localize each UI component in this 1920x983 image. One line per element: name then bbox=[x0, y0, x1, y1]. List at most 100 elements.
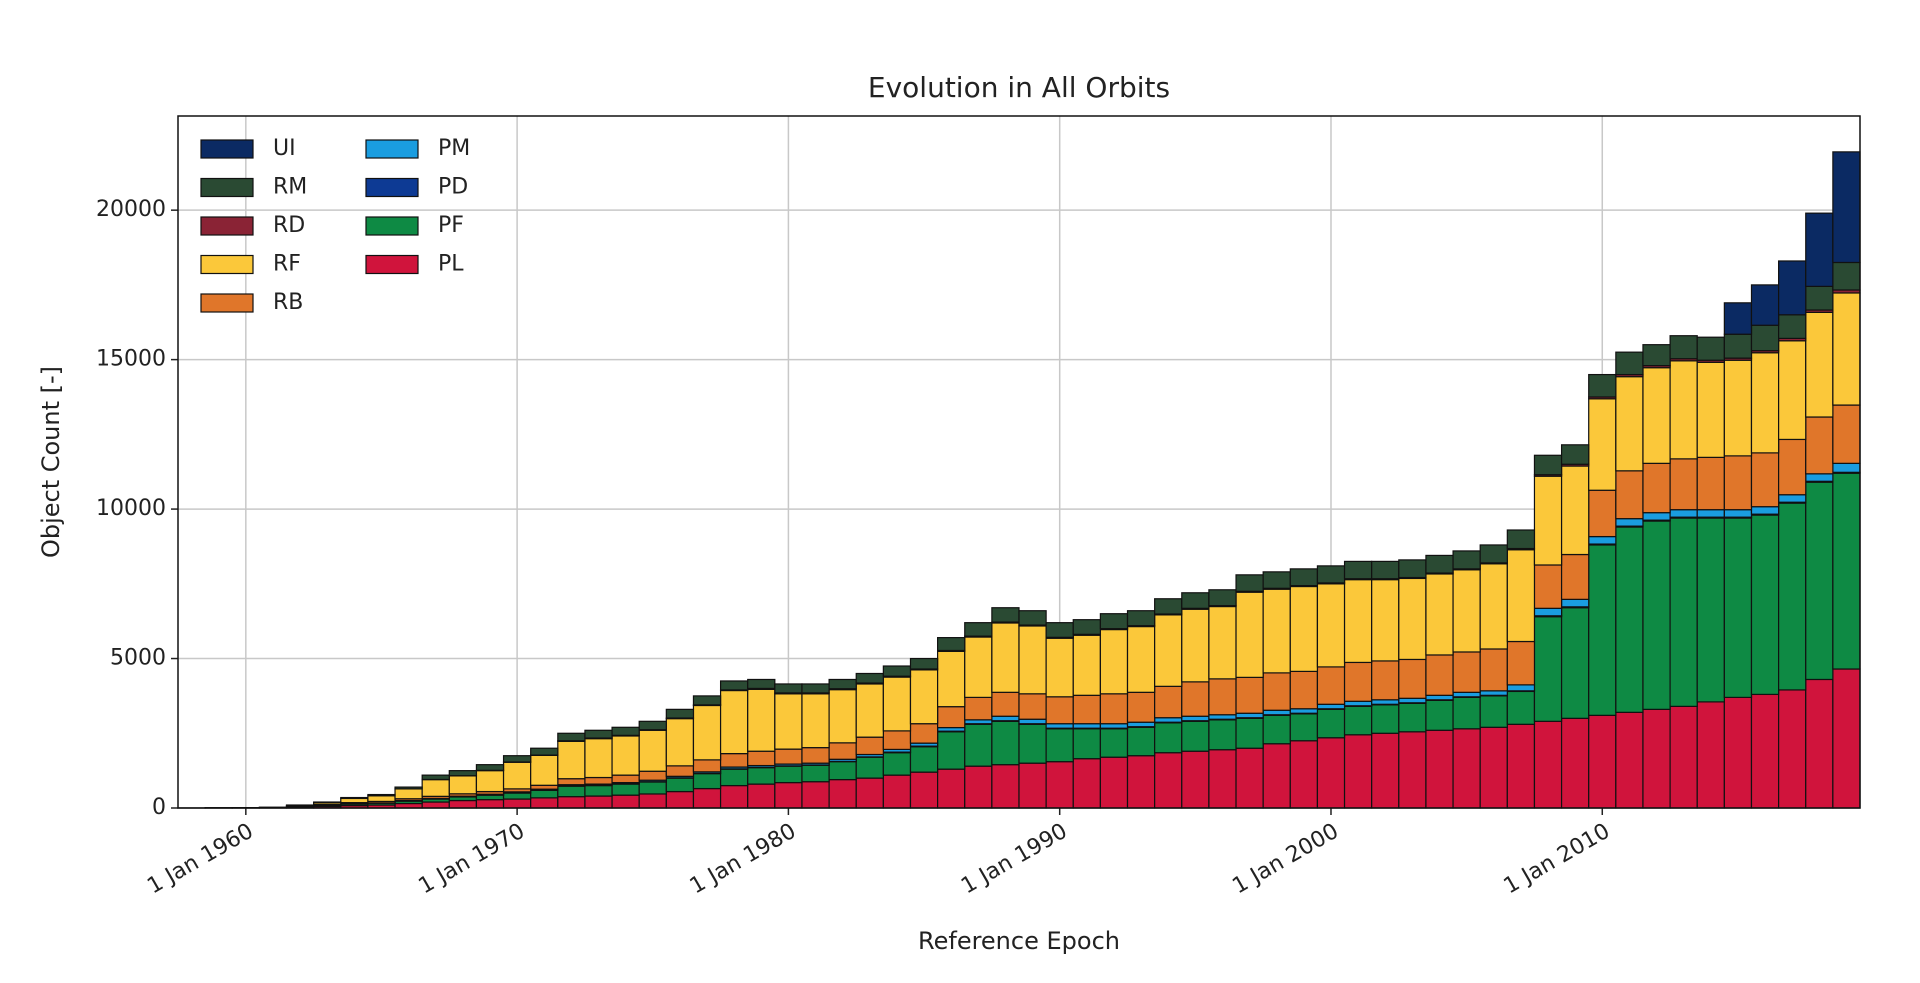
bar-segment bbox=[340, 797, 369, 804]
bar-segment bbox=[1533, 454, 1563, 476]
bar-segment bbox=[1072, 758, 1101, 809]
bar-segment bbox=[1289, 708, 1319, 714]
bar-segment bbox=[584, 729, 613, 739]
bar-segment bbox=[1181, 592, 1210, 609]
bar-segment bbox=[1235, 717, 1264, 749]
bar-segment bbox=[1398, 697, 1427, 704]
bar-segment bbox=[882, 752, 912, 776]
legend-label: PL bbox=[438, 252, 464, 277]
bar-segment bbox=[1289, 670, 1319, 710]
bar-segment bbox=[1425, 554, 1454, 574]
bar-segment bbox=[1723, 696, 1753, 809]
bar-segment bbox=[611, 735, 640, 776]
bar-segment bbox=[937, 650, 966, 708]
bar-segment bbox=[1533, 475, 1563, 566]
bar-segment bbox=[1615, 351, 1644, 376]
chart-title: Evolution in All Orbits bbox=[868, 71, 1170, 104]
legend-swatch bbox=[365, 139, 419, 159]
bar-segment bbox=[1371, 699, 1400, 705]
y-tick-label: 10000 bbox=[96, 496, 166, 521]
bar-segment bbox=[1533, 720, 1563, 809]
bar-segment bbox=[1018, 718, 1047, 725]
bar-segment bbox=[665, 765, 695, 777]
bar-segment bbox=[1181, 750, 1210, 809]
bar-segment bbox=[882, 730, 912, 751]
bar-segment bbox=[611, 726, 640, 736]
bar-segment bbox=[855, 756, 884, 779]
x-tick-label: 1 Jan 1990 bbox=[957, 819, 1072, 900]
bar-segment bbox=[1235, 712, 1264, 719]
legend-label: UI bbox=[273, 136, 296, 161]
bar-segment bbox=[1479, 544, 1508, 564]
bar-segment bbox=[1560, 607, 1590, 719]
legend-label: PF bbox=[438, 213, 464, 238]
bar-segment bbox=[1343, 560, 1373, 580]
bar-segment bbox=[1316, 666, 1346, 705]
bar-segment bbox=[1669, 705, 1698, 809]
y-tick-label: 0 bbox=[152, 795, 166, 820]
bar-segment bbox=[1805, 311, 1834, 418]
bar-segment bbox=[964, 636, 993, 698]
bar-segment bbox=[1072, 619, 1101, 635]
bar-segment bbox=[1045, 761, 1074, 809]
bar-segment bbox=[1371, 579, 1400, 662]
bar-segment bbox=[1832, 472, 1861, 670]
plot-frame bbox=[177, 115, 1861, 809]
bar-segment bbox=[855, 736, 884, 756]
bar-segment bbox=[1072, 723, 1101, 729]
bar-segment bbox=[1452, 651, 1481, 693]
bar-segment bbox=[1018, 762, 1047, 809]
bar-segment bbox=[1208, 749, 1237, 809]
bar-segment bbox=[1479, 695, 1508, 728]
bar-segment bbox=[1045, 728, 1074, 763]
bar-segment bbox=[1669, 360, 1698, 460]
bar-segment bbox=[1750, 352, 1780, 454]
bar-segment bbox=[502, 798, 532, 809]
y-axis-label: Object Count [-] bbox=[37, 366, 65, 558]
bar-segment bbox=[855, 683, 884, 738]
legend-swatch bbox=[365, 177, 419, 198]
bar-segment bbox=[1262, 571, 1291, 589]
bar-segment bbox=[1588, 535, 1617, 545]
bar-segment bbox=[1750, 284, 1780, 326]
bar-segment bbox=[1588, 398, 1617, 491]
legend-label: RM bbox=[273, 175, 307, 200]
bar-segment bbox=[1560, 717, 1590, 809]
bar-segment bbox=[1099, 756, 1129, 809]
bar-segment bbox=[1479, 648, 1508, 692]
bar-segment bbox=[1642, 520, 1671, 710]
bar-segment bbox=[1533, 616, 1563, 722]
bar-segment bbox=[1506, 684, 1536, 692]
bar-segment bbox=[1072, 694, 1101, 725]
y-tick-label: 15000 bbox=[96, 347, 166, 372]
bar-segment bbox=[1642, 462, 1671, 514]
bar-segment bbox=[991, 622, 1020, 693]
bar-segment bbox=[1615, 376, 1644, 472]
bar-segment bbox=[1045, 696, 1074, 725]
bar-segment bbox=[828, 761, 857, 781]
bar-segment bbox=[801, 683, 830, 694]
bar-segment bbox=[313, 801, 342, 804]
bar-segment bbox=[530, 747, 559, 756]
bar-segment bbox=[1615, 526, 1644, 713]
bar-segment bbox=[1018, 693, 1047, 720]
bar-segment bbox=[909, 657, 939, 670]
bar-segment bbox=[557, 740, 586, 780]
bar-segment bbox=[1371, 732, 1400, 809]
bar-segment bbox=[909, 771, 939, 809]
bar-segment bbox=[1371, 704, 1400, 734]
bar-segment bbox=[584, 784, 613, 797]
bar-segment bbox=[1560, 444, 1590, 465]
bar-segment bbox=[774, 683, 803, 694]
bar-segment bbox=[1479, 563, 1508, 650]
bar-segment bbox=[1696, 456, 1725, 511]
bar-segment bbox=[1262, 714, 1291, 745]
bar-segment bbox=[448, 770, 478, 777]
bar-segment bbox=[1452, 569, 1481, 653]
legend-label: RF bbox=[273, 252, 301, 277]
bar-segment bbox=[937, 637, 966, 652]
bar-segment bbox=[1723, 359, 1753, 457]
bar-segment bbox=[1452, 550, 1481, 570]
bar-segment bbox=[502, 755, 532, 763]
